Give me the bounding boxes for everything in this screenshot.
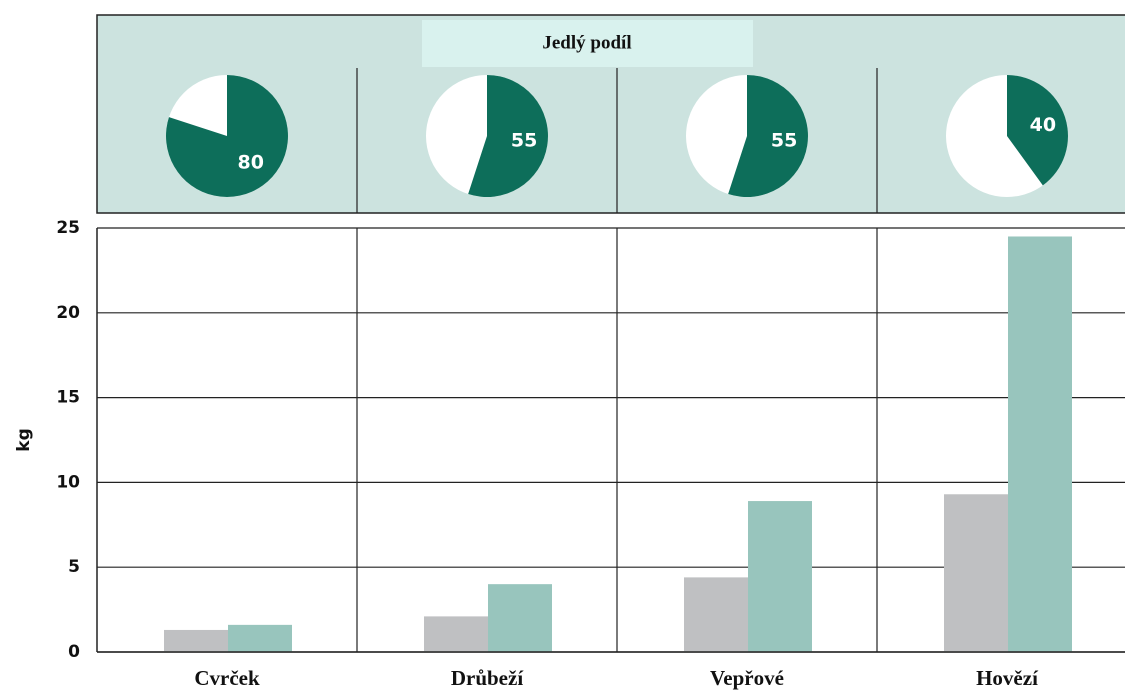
bar — [164, 629, 228, 652]
bar — [944, 494, 1008, 652]
x-tick-label: Vepřové — [710, 666, 784, 690]
x-tick-label: Hovězí — [976, 666, 1039, 690]
y-tick-label: 15 — [56, 388, 80, 408]
bar — [1008, 236, 1072, 653]
bar — [424, 616, 488, 652]
y-tick-label: 20 — [56, 303, 80, 323]
y-tick-label: 5 — [68, 557, 80, 577]
bar — [488, 584, 552, 652]
pie-slice — [166, 75, 288, 197]
pie-label: 40 — [1030, 114, 1056, 136]
bar — [684, 577, 748, 652]
bar — [748, 501, 812, 652]
pie-label: 80 — [237, 152, 263, 174]
x-tick-label: Cvrček — [194, 666, 260, 690]
bar — [228, 624, 292, 652]
pie-slice — [1007, 75, 1068, 186]
y-tick-label: 10 — [56, 472, 80, 492]
pie-dividers — [356, 68, 878, 213]
pie-slice — [728, 75, 808, 197]
pie-slice — [468, 75, 549, 197]
pie-label: 55 — [511, 130, 537, 152]
pie-label: 55 — [771, 130, 797, 152]
y-axis-label: kg — [14, 428, 34, 451]
y-tick-label: 25 — [56, 218, 80, 238]
y-tick-label: 0 — [68, 642, 80, 662]
pie-title: Jedlý podíl — [542, 32, 631, 53]
pie-title-box — [422, 20, 753, 67]
x-tick-label: Drůbeží — [451, 666, 524, 690]
